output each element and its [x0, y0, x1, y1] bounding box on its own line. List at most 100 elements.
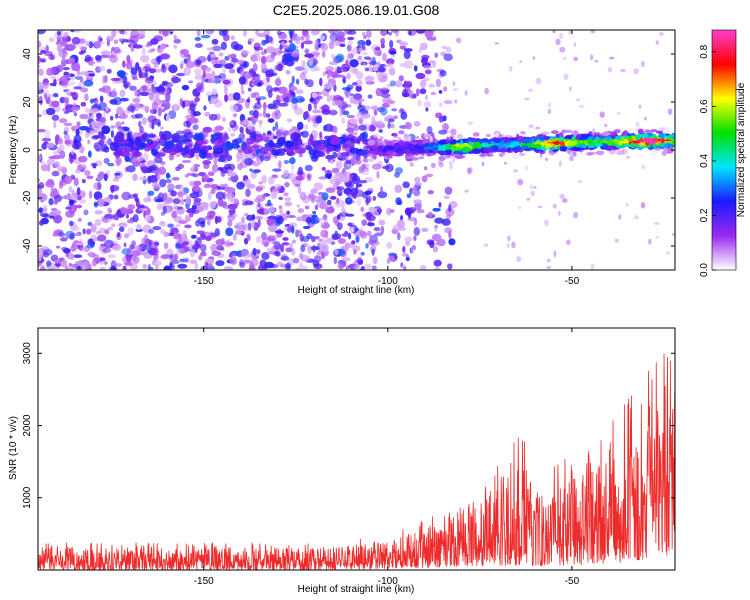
spectrogram-blob — [196, 30, 201, 37]
spectrogram-blob — [83, 79, 94, 87]
spectrogram-blob — [226, 239, 231, 244]
spectrogram-band-blob — [429, 135, 433, 143]
spectrogram-blob — [38, 30, 47, 35]
spectrogram-blob — [244, 212, 249, 217]
spectrogram-blob — [391, 108, 398, 112]
spectrogram-blob — [153, 68, 163, 73]
spectrogram-band-blob — [408, 135, 412, 141]
spectrogram-blob — [428, 60, 436, 64]
spectrogram-blob — [86, 243, 95, 249]
spectrogram-blob — [419, 79, 427, 89]
spectrogram-blob — [73, 30, 82, 33]
spectrogram-blob — [365, 242, 369, 249]
spectrogram-blob — [261, 237, 270, 247]
spectrogram-band-blob — [438, 155, 446, 161]
spectrogram-blob — [244, 157, 254, 166]
spectrogram-blob — [227, 217, 235, 221]
spectrogram-blob — [202, 160, 212, 165]
spectrogram-blob — [73, 254, 83, 259]
spectrogram-band-blob — [387, 146, 395, 150]
spectrogram-blob — [349, 147, 360, 154]
spectrogram-blob — [394, 184, 403, 193]
spectrogram-blob — [371, 115, 376, 122]
spectrogram-blob — [274, 78, 282, 87]
spectrogram-blob — [85, 107, 90, 114]
spectrogram-blob — [160, 126, 164, 130]
spectrogram-blob — [200, 243, 207, 253]
spectrogram-blob — [321, 46, 327, 50]
spectrogram-blob — [569, 86, 572, 92]
spectrogram-blob — [262, 108, 267, 118]
spectrogram-blob — [147, 175, 152, 184]
spectrogram-blob — [484, 87, 489, 95]
spectrogram-blob — [139, 125, 144, 134]
spectrogram-blob — [413, 199, 423, 204]
spectrogram-blob — [80, 87, 89, 93]
spectrogram-blob — [415, 88, 420, 97]
spectrogram-blob — [328, 109, 338, 116]
spectrogram-blob — [431, 233, 442, 242]
spectrogram-blob — [638, 104, 642, 109]
spectrogram-blob — [126, 219, 135, 224]
spectrogram-blob — [395, 80, 403, 88]
spectrogram-blob — [378, 129, 383, 133]
spectrogram-blob — [213, 156, 218, 165]
spectrogram-blob — [537, 205, 543, 209]
spectrogram-blob — [127, 105, 136, 112]
spectrogram-band-blob — [480, 142, 489, 148]
spectrogram-blob — [403, 60, 414, 69]
spectrogram-blob — [112, 150, 124, 157]
spectrogram-blob — [105, 110, 109, 114]
spectrogram-blob — [226, 171, 237, 177]
spectrogram-blob — [208, 113, 218, 121]
spectrogram-blob — [173, 103, 178, 112]
spectrogram-blob — [187, 143, 193, 148]
spectrogram-blob — [45, 107, 56, 116]
spectrogram-blob — [313, 101, 318, 110]
spectrogram-blob — [438, 116, 444, 123]
spectrogram-blob — [196, 140, 208, 145]
spectrogram-blob — [144, 63, 152, 71]
spectrogram-blob — [390, 123, 395, 129]
spectrogram-blob — [141, 237, 146, 246]
spectrogram-blob — [267, 103, 276, 110]
spectrogram-blob — [467, 167, 472, 175]
spectrogram-blob — [203, 183, 212, 189]
spectrogram-blob — [280, 256, 290, 261]
spectrogram-band-blob — [580, 136, 585, 141]
spectrogram-blob — [285, 56, 295, 62]
spectrogram-blob — [356, 197, 362, 207]
spectrogram-blob — [378, 219, 386, 226]
spectrogram-blob — [40, 161, 46, 165]
spectrogram-blob — [255, 148, 262, 154]
spectrogram-blob — [80, 264, 87, 269]
spectrogram-blob — [188, 117, 199, 124]
spectrogram-band-blob — [595, 150, 605, 156]
spectrogram-blob — [73, 134, 82, 143]
spectrogram-blob — [252, 105, 257, 110]
spectrogram-blob — [315, 115, 323, 124]
spectrogram-blob — [252, 169, 259, 174]
spectrogram-blob — [86, 175, 94, 179]
spectrogram-blob — [296, 121, 304, 131]
spectrogram-blob — [77, 195, 82, 201]
spectrogram-blob — [232, 92, 241, 101]
spectrogram-blob — [46, 178, 54, 185]
spectrogram-blob — [544, 219, 549, 227]
spectrogram-blob — [312, 210, 317, 215]
x-tick-label: -50 — [565, 276, 580, 287]
spectrogram-band-blob — [658, 132, 665, 139]
spectrogram-blob — [147, 49, 155, 53]
spectrogram-blob — [173, 231, 180, 240]
spectrogram-blob — [71, 36, 81, 45]
spectrogram-blob — [360, 206, 365, 212]
spectrogram-band-blob — [586, 136, 593, 140]
spectrogram-blob — [342, 143, 347, 150]
spectrogram-blob — [229, 132, 236, 137]
spectrogram-blob — [444, 186, 453, 195]
spectrogram-band-blob — [650, 129, 658, 133]
spectrogram-blob — [189, 103, 196, 112]
spectrogram-blob — [355, 235, 360, 243]
spectrogram-blob — [91, 259, 97, 267]
spectrogram-blob — [266, 35, 273, 43]
